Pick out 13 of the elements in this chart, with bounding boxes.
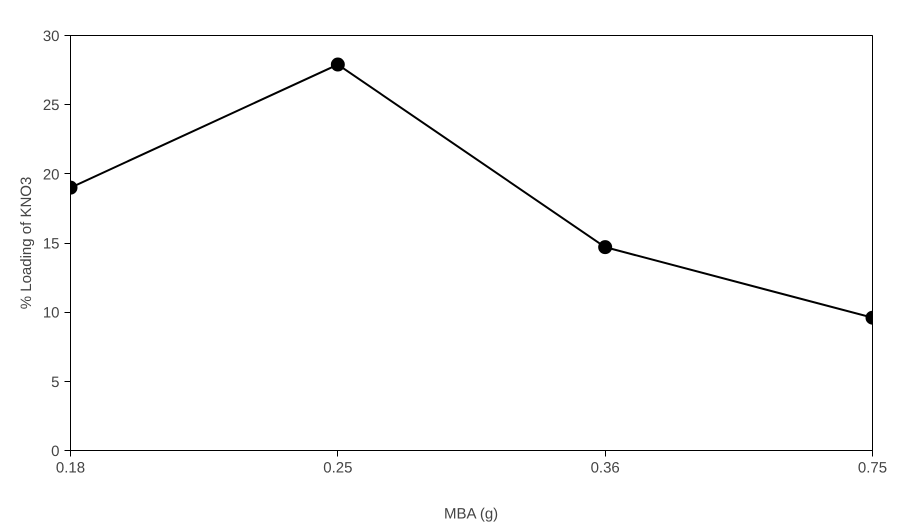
x-tick-label: 0.18 <box>56 460 86 476</box>
y-tick-label: 25 <box>42 97 60 114</box>
y-tick-label: 0 <box>51 443 60 460</box>
y-tick-label: 15 <box>42 236 60 252</box>
y-tick-label: 5 <box>51 374 60 391</box>
y-tick-label: 10 <box>42 304 60 322</box>
y-tick-label: 30 <box>42 28 60 45</box>
y-axis-title: % Loading of KNO3 <box>18 176 35 310</box>
x-tick-label: 0.75 <box>858 460 888 476</box>
x-tick-label: 0.36 <box>590 460 620 476</box>
x-axis-title: MBA (g) <box>444 506 498 522</box>
y-tick-label: 20 <box>42 166 60 184</box>
x-tick-label: 0.25 <box>323 460 352 476</box>
